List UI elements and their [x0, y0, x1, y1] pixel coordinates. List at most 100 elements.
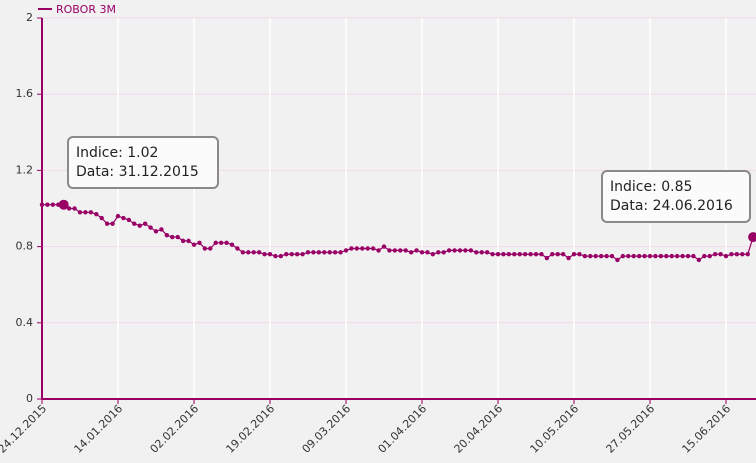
grid [41, 17, 756, 400]
point [674, 253, 680, 259]
point [452, 248, 457, 253]
point [197, 240, 202, 245]
point [202, 246, 208, 251]
point [615, 257, 620, 263]
point [631, 253, 636, 259]
point [723, 253, 729, 259]
point [702, 253, 707, 259]
tooltip-box [67, 136, 219, 189]
point [539, 252, 544, 257]
highlight-point [748, 232, 756, 243]
point [582, 253, 588, 259]
point [300, 252, 305, 257]
point [387, 248, 392, 253]
point [213, 240, 218, 245]
point [604, 253, 609, 259]
point [365, 246, 370, 251]
point [408, 250, 414, 255]
point [403, 248, 408, 253]
point [110, 221, 115, 226]
point [83, 210, 88, 215]
point [50, 202, 56, 207]
point [186, 238, 191, 244]
point [533, 252, 539, 257]
point [707, 253, 712, 259]
point [132, 221, 137, 226]
point [148, 225, 153, 230]
point [446, 248, 452, 253]
point [278, 253, 284, 259]
point [159, 227, 164, 232]
point [305, 250, 311, 255]
point [294, 252, 300, 257]
point [620, 253, 626, 259]
point [180, 238, 186, 244]
y-tick-label: 0.4 [16, 316, 34, 329]
point [626, 253, 631, 259]
point [153, 229, 159, 234]
point [560, 252, 566, 257]
tooltip-text: Indice: 1.02 [76, 145, 158, 161]
point [506, 252, 512, 257]
tooltips: Indice: 1.02 Data: 31.12.2015 Indice: 0.85… [67, 136, 751, 223]
plot [39, 199, 756, 263]
point [284, 252, 289, 257]
point [251, 250, 256, 255]
point [484, 250, 490, 255]
point [77, 210, 83, 215]
point [577, 252, 582, 257]
point [224, 240, 229, 245]
point [425, 250, 430, 255]
point [653, 253, 658, 259]
point [571, 252, 577, 257]
point [267, 252, 273, 257]
point [235, 246, 240, 251]
point [740, 252, 745, 257]
point [94, 212, 99, 217]
point [593, 253, 598, 259]
highlight-point [58, 199, 69, 210]
point [528, 252, 533, 257]
point [544, 255, 550, 261]
point [354, 246, 360, 251]
point [360, 246, 365, 251]
point [664, 253, 669, 259]
point [316, 250, 322, 255]
point [99, 215, 104, 221]
point [311, 250, 316, 255]
tooltip-text: Data: 24.06.2016 [610, 198, 733, 214]
point [685, 253, 691, 259]
point [658, 253, 664, 259]
point [691, 253, 696, 259]
y-tick-label: 0.8 [16, 240, 34, 253]
point [218, 240, 224, 245]
point [104, 221, 110, 226]
point [338, 250, 343, 255]
point [414, 248, 419, 253]
point [642, 253, 647, 259]
point [501, 252, 506, 257]
point [734, 252, 740, 257]
point [647, 253, 653, 259]
point [712, 252, 718, 257]
point [376, 248, 381, 253]
point [718, 252, 723, 257]
point [566, 255, 571, 261]
point [349, 246, 354, 251]
y-tick-label: 1.6 [16, 87, 34, 100]
legend-label: ROBOR 3M [56, 3, 116, 16]
point [474, 250, 479, 255]
point [555, 252, 560, 257]
point [191, 242, 197, 247]
point [246, 250, 251, 255]
point [419, 250, 425, 255]
point [88, 210, 94, 215]
y-tick-label: 2 [26, 11, 33, 24]
point [745, 252, 750, 257]
point [680, 253, 685, 259]
tooltip-box [601, 170, 751, 223]
point [609, 253, 615, 259]
point [115, 213, 121, 219]
